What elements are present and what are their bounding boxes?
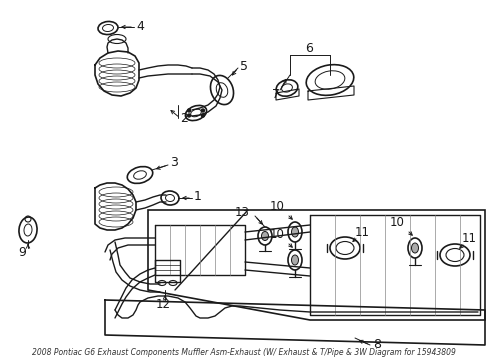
Circle shape: [201, 109, 204, 112]
Text: 13: 13: [235, 207, 249, 220]
Text: 2: 2: [180, 112, 187, 125]
Text: 5: 5: [240, 59, 247, 72]
Circle shape: [187, 109, 190, 112]
Ellipse shape: [291, 227, 298, 237]
Text: 12: 12: [156, 298, 171, 311]
Text: 4: 4: [136, 21, 143, 33]
Text: 6: 6: [305, 42, 312, 55]
Ellipse shape: [291, 255, 298, 265]
Text: 8: 8: [372, 338, 380, 351]
Text: 9: 9: [18, 246, 26, 258]
Circle shape: [201, 114, 204, 117]
Text: 11: 11: [461, 231, 476, 244]
Text: 10: 10: [389, 216, 404, 229]
Text: 1: 1: [194, 190, 202, 203]
Ellipse shape: [411, 243, 418, 253]
Text: 7: 7: [271, 87, 280, 100]
Text: 11: 11: [354, 225, 369, 238]
Text: 3: 3: [170, 157, 178, 170]
Text: 10: 10: [269, 199, 284, 212]
Text: 10: 10: [269, 228, 284, 240]
Text: 2008 Pontiac G6 Exhaust Components Muffler Asm-Exhaust (W/ Exhaust & T/Pipe & 3W: 2008 Pontiac G6 Exhaust Components Muffl…: [32, 348, 455, 357]
Circle shape: [187, 114, 190, 117]
Ellipse shape: [261, 231, 268, 240]
